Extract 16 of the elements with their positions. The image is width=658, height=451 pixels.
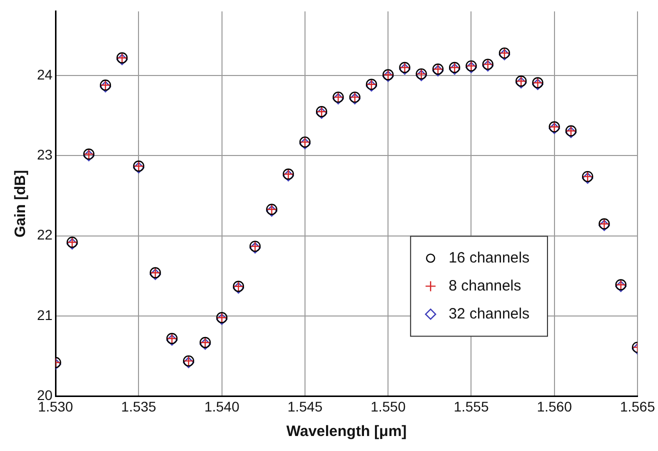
x-tick-label: 1.540 (204, 398, 240, 414)
x-axis-title: Wavelength [μm] (286, 423, 407, 440)
y-tick-label: 23 (36, 146, 53, 163)
y-tick-label: 22 (36, 226, 53, 243)
y-tick-label: 21 (36, 306, 53, 323)
x-tick-label: 1.560 (536, 398, 572, 414)
x-tick-label: 1.545 (287, 398, 323, 414)
x-tick-label: 1.565 (620, 398, 656, 414)
legend-label: 32 channels (448, 305, 530, 322)
x-tick-label: 1.535 (121, 398, 156, 414)
legend-label: 16 channels (448, 249, 530, 266)
y-tick-label: 24 (36, 66, 53, 82)
y-axis-title: Gain [dB] (12, 170, 30, 238)
legend-label: 8 channels (448, 277, 522, 294)
x-tick-label: 1.555 (454, 398, 489, 414)
x-tick-label: 1.550 (370, 398, 406, 414)
